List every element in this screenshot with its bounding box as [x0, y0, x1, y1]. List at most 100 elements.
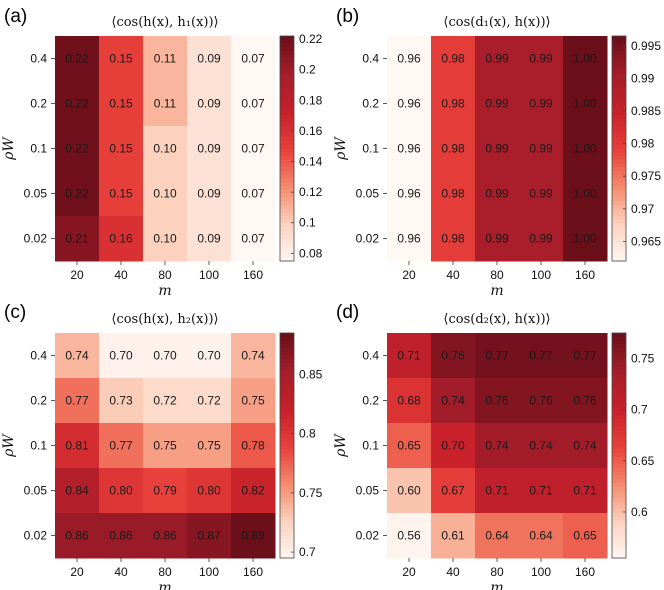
colorbar-segment: [280, 404, 294, 409]
colorbar-segment: [280, 51, 294, 56]
colorbar-segment: [280, 528, 294, 533]
y-axis-label: ρW: [1, 433, 17, 458]
colorbar-segment: [280, 54, 294, 60]
colorbar-tick-label: 0.8: [299, 427, 316, 441]
panel-a: (a) ⟨cos(h(x), h₁(x))⟩ 0.22 0.15 0.11 0.09 0.0…: [1, 6, 323, 299]
heatmap-cell: [387, 36, 432, 82]
colorbar-segment: [280, 539, 294, 544]
colorbar-segment: [612, 501, 626, 507]
colorbar-tick-label: 0.14: [299, 155, 323, 169]
colorbar-segment: [612, 471, 626, 477]
colorbar-segment: [280, 344, 294, 349]
x-tick-label: 20: [402, 565, 416, 579]
cell-value-label: 0.86: [109, 529, 133, 543]
heatmap-cell: [231, 36, 276, 82]
cell-value-label: 0.74: [241, 349, 265, 363]
cell-value-label: 0.09: [197, 97, 221, 111]
cell-value-label: 0.98: [441, 97, 465, 111]
cell-value-label: 0.74: [529, 439, 553, 453]
y-tick-label: 0.2: [362, 394, 379, 408]
cell-value-label: 0.64: [485, 529, 509, 543]
y-axis-label: ρW: [333, 433, 349, 458]
colorbar-segment: [280, 505, 294, 510]
heatmap-cell: [475, 171, 520, 217]
y-tick-label: 0.1: [30, 142, 47, 156]
heatmap-cell: [231, 378, 276, 424]
cell-value-label: 0.89: [241, 529, 265, 543]
colorbar-segment: [280, 475, 294, 480]
colorbar-segment: [612, 216, 626, 221]
colorbar-tick-label: 0.97: [631, 202, 655, 216]
y-tick-label: 0.2: [362, 97, 379, 111]
colorbar-segment: [612, 359, 626, 364]
cell-value-label: 0.75: [153, 439, 177, 453]
colorbar-segment: [612, 543, 626, 548]
colorbar-segment: [280, 107, 294, 112]
colorbar-segment: [612, 355, 626, 360]
cell-value-label: 1.00: [573, 232, 597, 246]
cell-value-label: 0.22: [65, 52, 89, 66]
colorbar-segment: [612, 43, 626, 48]
cell-value-label: 0.65: [397, 439, 421, 453]
colorbar-segment: [612, 223, 626, 228]
colorbar-segment: [612, 430, 626, 435]
y-tick-label: 0.02: [356, 529, 380, 543]
heatmap-cell: [475, 216, 520, 262]
heatmap-cell: [187, 333, 232, 379]
heatmap-cell: [387, 126, 432, 172]
cell-value-label: 0.10: [153, 142, 177, 156]
x-tick-label: 100: [531, 268, 551, 282]
cell-value-label: 0.96: [397, 97, 421, 111]
x-tick-label: 160: [243, 565, 263, 579]
colorbar-frame: [279, 35, 295, 262]
cell-value-label: 0.73: [109, 394, 133, 408]
colorbar-segment: [280, 178, 294, 183]
heatmap-cell: [431, 81, 476, 127]
colorbar-tick-label: 0.85: [299, 367, 323, 381]
colorbar-segment: [280, 96, 294, 101]
colorbar-segment: [612, 66, 626, 71]
colorbar-segment: [280, 167, 294, 172]
colorbar-segment: [612, 423, 626, 428]
colorbar-tick-label: 0.75: [299, 486, 323, 500]
colorbar-segment: [612, 88, 626, 93]
colorbar-segment: [280, 208, 294, 213]
colorbar-segment: [280, 204, 294, 210]
cell-value-label: 0.71: [397, 349, 421, 363]
y-tick-label: 0.4: [362, 52, 379, 66]
colorbar-segment: [280, 524, 294, 529]
heatmap-cell: [387, 171, 432, 217]
colorbar-segment: [280, 453, 294, 458]
heatmap-cell: [431, 468, 476, 514]
cell-value-label: 0.99: [529, 187, 553, 201]
cell-value-label: 0.68: [397, 394, 421, 408]
colorbar-segment: [280, 438, 294, 443]
colorbar-tick-label: 0.18: [299, 93, 323, 107]
cell-value-label: 0.74: [485, 439, 509, 453]
colorbar: 0.22 0.2 0.18 0.16 0.14 0.12 0.1 0.08: [279, 32, 323, 262]
colorbar-segment: [612, 546, 626, 552]
heatmap-cell: [475, 81, 520, 127]
colorbar-segment: [612, 234, 626, 240]
heatmap-cell: [563, 513, 608, 559]
y-tick-label: 0.02: [24, 529, 48, 543]
colorbar-segment: [280, 88, 294, 93]
colorbar-segment: [612, 73, 626, 78]
heatmap-cell: [99, 36, 144, 82]
panel-label: (d): [336, 302, 359, 323]
colorbar-segment: [612, 516, 626, 522]
axes: 0.4 0.2 0.1 0.05 0.02 20 40 80 100 160: [356, 52, 596, 283]
x-axis-label: m: [490, 580, 503, 590]
cell-value-label: 0.67: [441, 484, 465, 498]
cell-value-label: 0.56: [397, 529, 421, 543]
x-axis-label: m: [490, 283, 503, 299]
x-tick-label: 160: [575, 565, 595, 579]
cell-value-label: 0.64: [529, 529, 553, 543]
heatmap-cell: [475, 513, 520, 559]
colorbar-segment: [280, 366, 294, 372]
x-tick-label: 20: [70, 268, 84, 282]
colorbar-segment: [280, 351, 294, 357]
cell-value-label: 0.10: [153, 187, 177, 201]
heatmap-cell: [187, 423, 232, 469]
axes: 0.4 0.2 0.1 0.05 0.02 20 40 80 100 160: [24, 52, 264, 283]
